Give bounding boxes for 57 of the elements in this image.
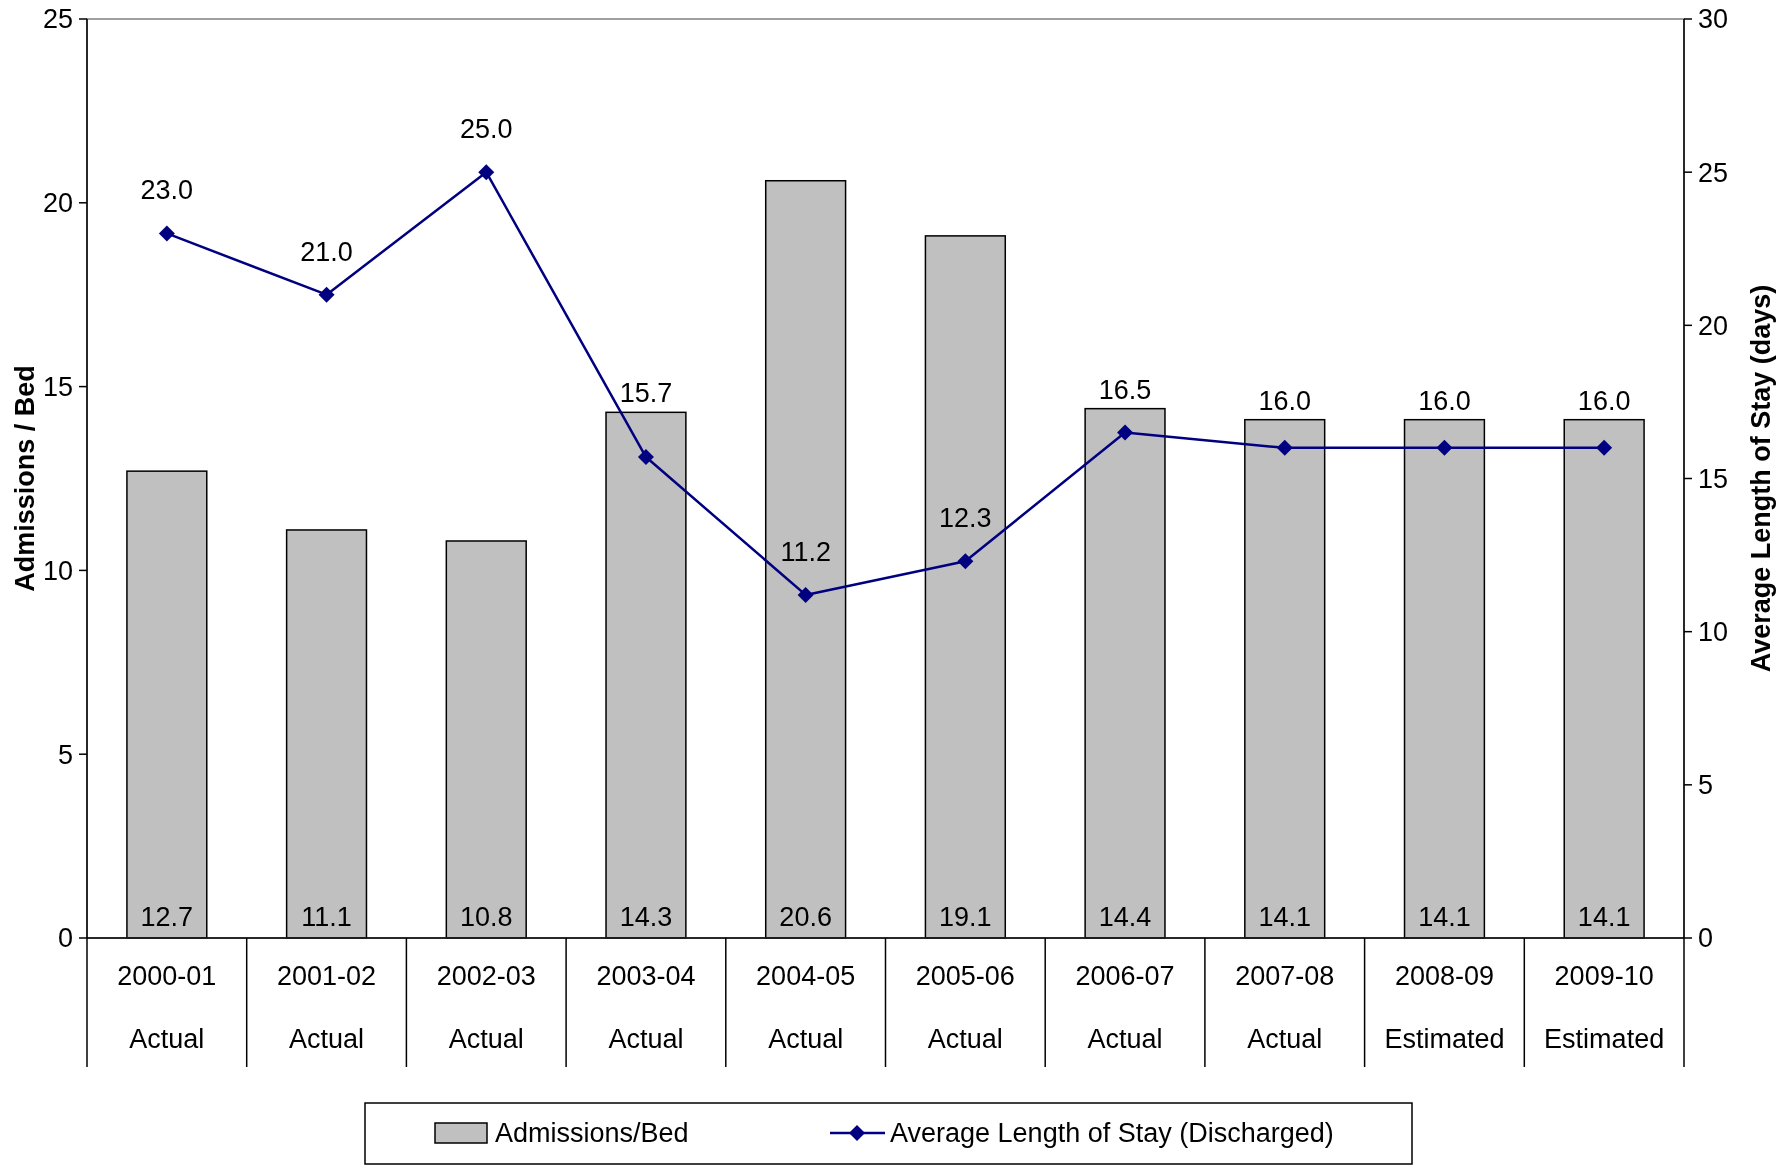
data-label: 16.0 bbox=[1258, 385, 1312, 416]
data-label: 14.1 bbox=[1577, 902, 1631, 932]
data-label: 25.0 bbox=[459, 114, 513, 145]
data-label: 14.3 bbox=[619, 902, 673, 932]
data-label: 16.0 bbox=[1418, 385, 1471, 416]
y-tick-label: 5 bbox=[57, 739, 73, 770]
data-label: 12.7 bbox=[140, 902, 194, 932]
data-label: 19.1 bbox=[939, 902, 992, 932]
category-label: 2003-04 Actual bbox=[596, 961, 696, 1054]
category-label: 2004-05 Actual bbox=[756, 961, 856, 1054]
y2-tick-label: 10 bbox=[1698, 617, 1729, 648]
point bbox=[318, 286, 335, 303]
data-label: 14.4 bbox=[1098, 902, 1152, 932]
y2-tick-label: 25 bbox=[1698, 157, 1729, 188]
data-label: 12.3 bbox=[939, 503, 992, 534]
y2-axis-title: Average Length of Stay (days) bbox=[1746, 284, 1776, 673]
category-label: 2001-02 Actual bbox=[277, 961, 377, 1054]
y2-tick-label: 0 bbox=[1698, 923, 1714, 954]
data-label: 10.8 bbox=[459, 902, 513, 932]
point bbox=[478, 164, 495, 181]
category-label: 2007-08 Actual bbox=[1235, 961, 1335, 1054]
point bbox=[1117, 424, 1134, 441]
y2-tick-label: 5 bbox=[1698, 770, 1714, 801]
category-label: 2009-10 Estimated bbox=[1544, 961, 1665, 1054]
data-label: 21.0 bbox=[300, 236, 353, 267]
category-label: 2006-07 Actual bbox=[1075, 961, 1175, 1054]
y-tick-label: 15 bbox=[42, 372, 73, 403]
y2-tick-label: 30 bbox=[1698, 4, 1729, 35]
data-label: 15.7 bbox=[619, 378, 673, 409]
point bbox=[957, 553, 974, 570]
data-label: 11.1 bbox=[301, 902, 352, 932]
y-tick-label: 0 bbox=[57, 923, 73, 954]
data-label: 20.6 bbox=[779, 902, 832, 932]
legend-label: Average Length of Stay (Discharged) bbox=[890, 1118, 1334, 1149]
category-label: 2005-06 Actual bbox=[915, 961, 1015, 1054]
y-tick-label: 20 bbox=[42, 188, 73, 219]
category-label: 2000-01 Actual bbox=[117, 961, 217, 1054]
point bbox=[158, 225, 175, 242]
y2-tick-label: 15 bbox=[1698, 463, 1729, 494]
category-label: 2002-03 Actual bbox=[436, 961, 536, 1054]
point bbox=[797, 586, 814, 603]
data-label: 14.1 bbox=[1418, 902, 1471, 932]
legend-label: Admissions/Bed bbox=[495, 1118, 689, 1149]
point bbox=[1436, 439, 1453, 456]
data-label: 23.0 bbox=[140, 175, 194, 206]
y-tick-label: 10 bbox=[42, 555, 73, 586]
point bbox=[1276, 439, 1293, 456]
y2-tick-label: 20 bbox=[1698, 310, 1729, 341]
data-label: 16.0 bbox=[1577, 385, 1631, 416]
data-label: 16.5 bbox=[1098, 374, 1152, 405]
point bbox=[637, 449, 654, 466]
data-label: 11.2 bbox=[780, 536, 831, 567]
point bbox=[1596, 439, 1613, 456]
y-axis-title: Admissions / Bed bbox=[10, 365, 40, 592]
y-tick-label: 25 bbox=[42, 4, 73, 35]
category-label: 2008-09 Estimated bbox=[1384, 961, 1505, 1054]
data-label: 14.1 bbox=[1258, 902, 1312, 932]
